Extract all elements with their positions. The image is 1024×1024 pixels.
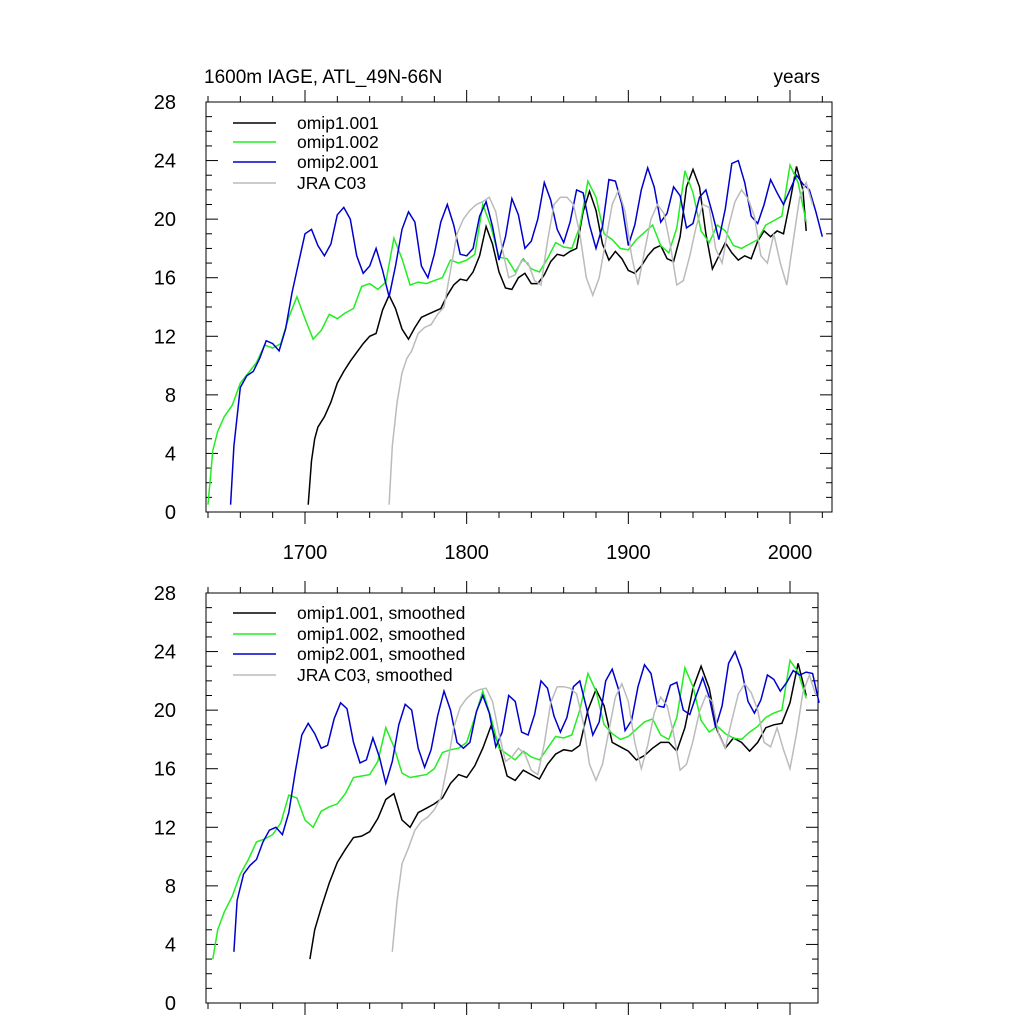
bottom-legend-label-omip1-002: omip1.002, smoothed	[297, 624, 465, 644]
bottom-panel: 0 4 8 12 16 20 24 28 omip1.001, smoothed…	[154, 581, 820, 1015]
top-legend-label-omip1-002: omip1.002	[297, 132, 379, 152]
bottom-legend: omip1.001, smoothed omip1.002, smoothed …	[233, 603, 465, 685]
top-x-tick-labels: 1700 1800 1900 2000	[283, 542, 813, 564]
top-legend: omip1.001 omip1.002 omip2.001 JRA C03	[233, 113, 379, 193]
top-xtick-label-1700: 1700	[283, 542, 328, 564]
bottom-ytick-label-12: 12	[154, 817, 176, 839]
top-series-lines	[207, 159, 824, 505]
top-legend-label-omip2-001: omip2.001	[297, 152, 379, 172]
top-xtick-label-1800: 1800	[444, 542, 489, 564]
bottom-ytick-label-28: 28	[154, 583, 176, 605]
bottom-series-lines	[212, 649, 820, 960]
bottom-ytick-label-4: 4	[165, 934, 176, 956]
top-series-line-omip1-001	[307, 166, 807, 505]
top-xtick-label-2000: 2000	[768, 542, 813, 564]
top-panel: 0 4 8 12 16 20 24 28 1700 1800 1900 2000	[154, 90, 833, 564]
bottom-ytick-label-0: 0	[165, 993, 176, 1015]
bottom-series-line-jra-c03	[391, 672, 817, 952]
chart-title-left: 1600m IAGE, ATL_49N-66N	[204, 67, 442, 88]
top-series-line-omip2-001	[229, 159, 824, 505]
bottom-ytick-label-20: 20	[154, 700, 176, 722]
top-ytick-label-0: 0	[165, 502, 176, 524]
top-ytick-label-12: 12	[154, 326, 176, 348]
bottom-legend-label-jra-c03: JRA C03, smoothed	[297, 665, 453, 685]
bottom-ytick-label-8: 8	[165, 876, 176, 898]
bottom-y-tick-labels: 0 4 8 12 16 20 24 28	[154, 583, 176, 1015]
bottom-series-line-omip1-002	[212, 658, 807, 960]
top-ytick-label-8: 8	[165, 385, 176, 407]
top-ytick-label-24: 24	[154, 151, 176, 173]
bottom-ytick-label-24: 24	[154, 642, 176, 664]
top-legend-label-omip1-001: omip1.001	[297, 113, 379, 133]
top-series-line-omip1-002	[207, 162, 807, 505]
bottom-legend-label-omip2-001: omip2.001, smoothed	[297, 644, 465, 664]
top-y-tick-labels: 0 4 8 12 16 20 24 28	[154, 92, 176, 524]
top-legend-label-jra-c03: JRA C03	[297, 173, 366, 193]
bottom-series-line-omip2-001	[233, 649, 820, 952]
top-ytick-label-20: 20	[154, 209, 176, 231]
top-axis-ticks	[206, 90, 832, 524]
top-ytick-label-28: 28	[154, 92, 176, 114]
bottom-ytick-label-16: 16	[154, 759, 176, 781]
bottom-axis-ticks	[206, 581, 818, 1015]
bottom-legend-label-omip1-001: omip1.001, smoothed	[297, 603, 465, 623]
top-xtick-label-1900: 1900	[606, 542, 651, 564]
chart-title-right: years	[774, 67, 820, 88]
top-ytick-label-4: 4	[165, 443, 176, 465]
top-series-line-jra-c03	[388, 180, 814, 505]
bottom-series-line-omip1-001	[309, 663, 807, 960]
top-ytick-label-16: 16	[154, 268, 176, 290]
